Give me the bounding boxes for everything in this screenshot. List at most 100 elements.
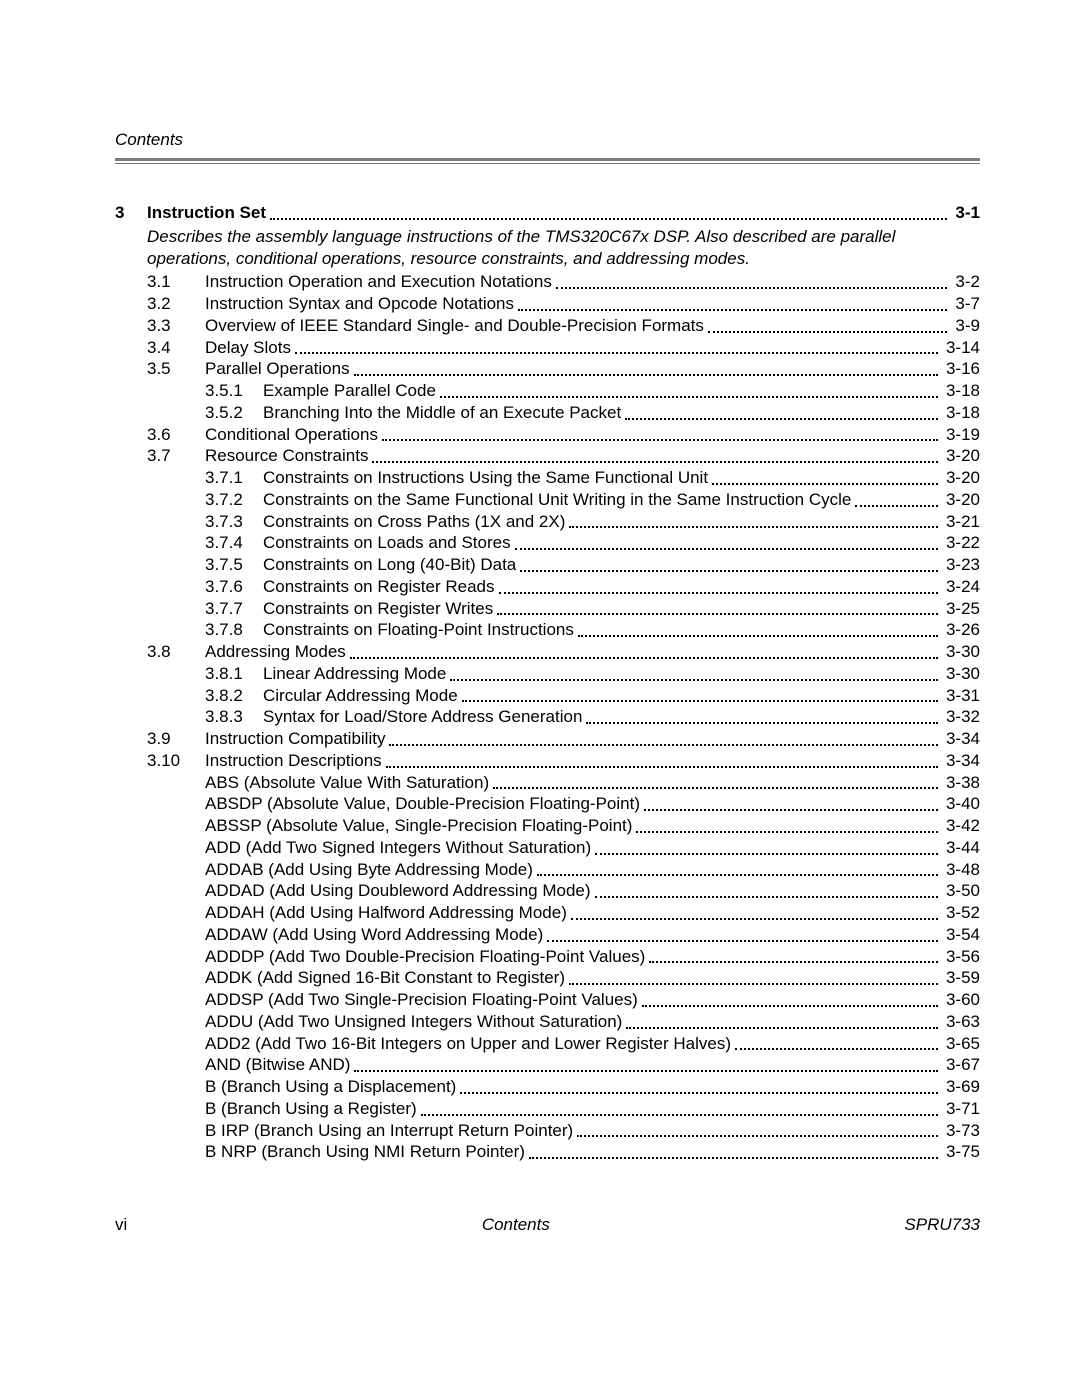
running-header: Contents — [115, 130, 980, 150]
entry-title: Instruction Descriptions — [205, 750, 382, 772]
toc-entry: 3.6Conditional Operations3-19 — [115, 424, 980, 446]
dot-leaders — [493, 787, 938, 789]
subsection-number: 3.7.2 — [205, 489, 263, 511]
entry-page: 3-20 — [942, 467, 980, 489]
entry-page: 3-21 — [942, 511, 980, 533]
entry-page: 3-30 — [942, 641, 980, 663]
entry-title: Constraints on Floating-Point Instructio… — [263, 619, 574, 641]
toc-entry: 3.5.1Example Parallel Code3-18 — [115, 380, 980, 402]
dot-leaders — [586, 722, 938, 724]
toc-entry: 3.10Instruction Descriptions 3-34 — [115, 750, 980, 772]
entry-title: ABS (Absolute Value With Saturation) — [205, 772, 489, 794]
dot-leaders — [571, 918, 938, 920]
entry-page: 3-16 — [942, 358, 980, 380]
entry-page: 3-7 — [951, 293, 980, 315]
entry-page: 3-18 — [942, 402, 980, 424]
toc-entry: 3.7.4Constraints on Loads and Stores 3-22 — [115, 532, 980, 554]
entry-page: 3-32 — [942, 706, 980, 728]
section-number: 3.10 — [147, 750, 205, 772]
toc-entry: ABS (Absolute Value With Saturation)3-38 — [115, 772, 980, 794]
dot-leaders — [386, 766, 938, 768]
entry-page: 3-26 — [942, 619, 980, 641]
entry-title: Instruction Compatibility — [205, 728, 385, 750]
subsection-number: 3.7.5 — [205, 554, 263, 576]
entry-title: Instruction Operation and Execution Nota… — [205, 271, 552, 293]
entry-title: Branching Into the Middle of an Execute … — [263, 402, 621, 424]
dot-leaders — [537, 874, 938, 876]
page: Contents 3 Instruction Set 3-1 Describes… — [0, 0, 1080, 1315]
dot-leaders — [372, 461, 938, 463]
toc-entry: ADD2 (Add Two 16-Bit Integers on Upper a… — [115, 1033, 980, 1055]
entry-page: 3-2 — [951, 271, 980, 293]
dot-leaders — [735, 1048, 938, 1050]
entry-title: Constraints on Loads and Stores — [263, 532, 511, 554]
dot-leaders — [529, 1157, 938, 1159]
toc-entry: 3.5.2Branching Into the Middle of an Exe… — [115, 402, 980, 424]
section-number: 3.8 — [147, 641, 205, 663]
entry-page: 3-54 — [942, 924, 980, 946]
entry-page: 3-20 — [942, 445, 980, 467]
dot-leaders — [460, 1092, 938, 1094]
dot-leaders — [569, 983, 938, 985]
toc-entry: AND (Bitwise AND)3-67 — [115, 1054, 980, 1076]
entry-title: ADDAH (Add Using Halfword Addressing Mod… — [205, 902, 567, 924]
subsection-number: 3.8.3 — [205, 706, 263, 728]
section-number: 3.4 — [147, 337, 205, 359]
section-number: 3.6 — [147, 424, 205, 446]
entry-page: 3-31 — [942, 685, 980, 707]
entry-title: Constraints on Long (40-Bit) Data — [263, 554, 516, 576]
entry-page: 3-23 — [942, 554, 980, 576]
dot-leaders — [515, 548, 938, 550]
entry-title: B NRP (Branch Using NMI Return Pointer) — [205, 1141, 525, 1163]
entry-page: 3-69 — [942, 1076, 980, 1098]
toc-chapter-row: 3 Instruction Set 3-1 — [115, 202, 980, 224]
entry-title: Constraints on Register Reads — [263, 576, 495, 598]
dot-leaders — [708, 331, 948, 333]
entry-title: Circular Addressing Mode — [263, 685, 458, 707]
dot-leaders — [595, 896, 938, 898]
entry-page: 3-14 — [942, 337, 980, 359]
subsection-number: 3.7.4 — [205, 532, 263, 554]
entry-page: 3-73 — [942, 1120, 980, 1142]
section-number: 3.5 — [147, 358, 205, 380]
entry-title: Constraints on Register Writes — [263, 598, 493, 620]
entry-title: B (Branch Using a Register) — [205, 1098, 417, 1120]
entry-title: ADDDP (Add Two Double-Precision Floating… — [205, 946, 645, 968]
chapter-title: Instruction Set — [147, 202, 266, 224]
toc-entry: 3.4Delay Slots3-14 — [115, 337, 980, 359]
entry-title: ADDK (Add Signed 16-Bit Constant to Regi… — [205, 967, 565, 989]
dot-leaders — [350, 657, 938, 659]
dot-leaders — [547, 940, 938, 942]
toc-entry: ADDAD (Add Using Doubleword Addressing M… — [115, 880, 980, 902]
entry-title: Addressing Modes — [205, 641, 346, 663]
entry-page: 3-18 — [942, 380, 980, 402]
toc-entry: ADDU (Add Two Unsigned Integers Without … — [115, 1011, 980, 1033]
entry-title: ADDAW (Add Using Word Addressing Mode) — [205, 924, 543, 946]
toc-entry: B (Branch Using a Displacement)3-69 — [115, 1076, 980, 1098]
toc-entry: 3.7.1Constraints on Instructions Using t… — [115, 467, 980, 489]
toc-entry: ADDAH (Add Using Halfword Addressing Mod… — [115, 902, 980, 924]
entry-page: 3-65 — [942, 1033, 980, 1055]
toc-chapter-desc-row: Describes the assembly language instruct… — [115, 224, 980, 272]
entry-page: 3-20 — [942, 489, 980, 511]
dot-leaders — [354, 1070, 938, 1072]
toc-entry: 3.7.5Constraints on Long (40-Bit) Data 3-… — [115, 554, 980, 576]
entry-page: 3-22 — [942, 532, 980, 554]
entry-page: 3-52 — [942, 902, 980, 924]
dot-leaders — [295, 352, 938, 354]
entry-page: 3-67 — [942, 1054, 980, 1076]
dot-leaders — [440, 396, 938, 398]
entry-title: ADDAD (Add Using Doubleword Addressing M… — [205, 880, 591, 902]
toc-entry: B IRP (Branch Using an Interrupt Return … — [115, 1120, 980, 1142]
dot-leaders — [450, 679, 938, 681]
dot-leaders — [497, 613, 938, 615]
entry-page: 3-42 — [942, 815, 980, 837]
dot-leaders — [462, 700, 938, 702]
entry-page: 3-34 — [942, 728, 980, 750]
toc-entry: ABSDP (Absolute Value, Double-Precision … — [115, 793, 980, 815]
entry-page: 3-24 — [942, 576, 980, 598]
entry-title: Syntax for Load/Store Address Generation — [263, 706, 582, 728]
entry-page: 3-34 — [942, 750, 980, 772]
entry-title: ADD2 (Add Two 16-Bit Integers on Upper a… — [205, 1033, 731, 1055]
toc-entry: 3.7.7Constraints on Register Writes3-25 — [115, 598, 980, 620]
